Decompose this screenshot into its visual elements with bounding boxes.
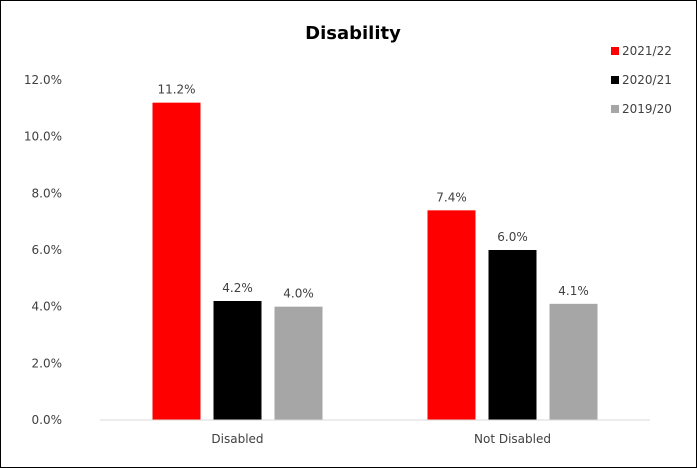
bar xyxy=(488,250,537,420)
x-tick-label: Not Disabled xyxy=(474,432,551,446)
x-axis: Disabled Not Disabled xyxy=(211,432,551,446)
bar xyxy=(549,303,598,420)
bars xyxy=(152,102,598,421)
bar xyxy=(213,301,262,420)
data-labels: 11.2% 4.2% 4.0% 7.4% 6.0% 4.1% xyxy=(157,83,588,301)
data-label: 4.0% xyxy=(283,287,314,301)
y-tick-label: 4.0% xyxy=(32,300,63,314)
data-label: 6.0% xyxy=(497,230,528,244)
y-axis: 0.0% 2.0% 4.0% 6.0% 8.0% 10.0% 12.0% xyxy=(24,73,62,427)
data-label: 4.2% xyxy=(222,281,253,295)
y-tick-label: 2.0% xyxy=(32,356,63,370)
data-label: 11.2% xyxy=(157,83,195,97)
y-tick-label: 12.0% xyxy=(24,73,62,87)
legend-swatch xyxy=(611,47,619,55)
legend-label: 2019/20 xyxy=(622,102,672,116)
y-tick-label: 0.0% xyxy=(32,413,63,427)
y-tick-label: 8.0% xyxy=(32,186,63,200)
y-tick-label: 10.0% xyxy=(24,130,62,144)
bar xyxy=(152,102,201,421)
legend: 2021/22 2020/21 2019/20 xyxy=(611,44,672,116)
legend-label: 2020/21 xyxy=(622,73,672,87)
x-tick-label: Disabled xyxy=(211,432,263,446)
data-label: 4.1% xyxy=(558,284,589,298)
bar xyxy=(427,210,476,420)
legend-swatch xyxy=(611,76,619,84)
y-tick-label: 6.0% xyxy=(32,243,63,257)
legend-swatch xyxy=(611,105,619,113)
chart-title: Disability xyxy=(305,23,401,44)
legend-label: 2021/22 xyxy=(622,44,672,58)
data-label: 7.4% xyxy=(436,190,467,204)
bar xyxy=(274,306,323,420)
